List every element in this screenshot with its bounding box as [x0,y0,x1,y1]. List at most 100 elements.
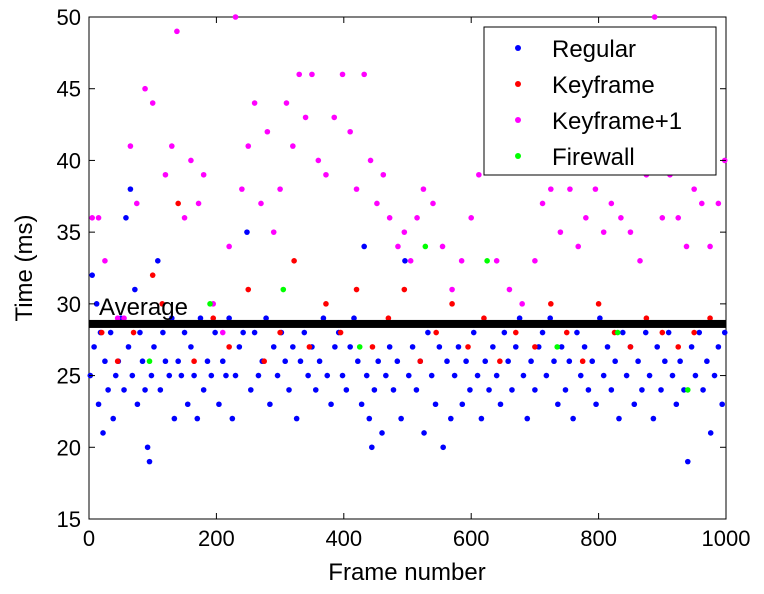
data-point [339,71,346,78]
data-point [270,229,277,235]
data-point [339,372,346,379]
data-point [204,358,211,365]
data-point [255,372,262,379]
data-point [539,200,546,207]
data-point [543,372,550,379]
data-point [305,372,311,379]
data-point [623,372,630,379]
data-point [476,171,482,178]
data-point [375,358,381,365]
data-point [417,358,424,365]
data-point [332,344,338,350]
y-axis-label: Time (ms) [11,214,38,321]
data-point [100,430,106,436]
data-point [519,301,525,307]
data-point [583,215,589,221]
data-point [363,372,370,379]
data-point [127,143,134,149]
data-point [654,344,661,350]
x-tick-label: 600 [453,526,490,551]
data-point [280,286,287,293]
data-point [651,14,658,20]
data-point [245,143,252,149]
data-point [297,358,304,365]
data-point [430,200,436,207]
data-point [637,258,643,264]
data-point [642,329,649,336]
data-point [688,344,695,350]
data-point [444,358,450,365]
data-point [169,143,175,149]
axes-layer: 0 200 400 600 800 1000 15 20 25 30 35 40 45 50 [57,5,751,551]
data-point [361,71,367,78]
data-point [390,387,397,393]
data-point [449,286,455,293]
legend-box [483,26,717,176]
data-point [114,358,121,365]
data-point [635,358,641,365]
data-point [448,415,454,422]
data-point [451,372,458,379]
data-point [207,301,213,307]
data-point [290,344,296,350]
data-point [89,215,95,221]
y-tick-label: 15 [57,507,81,532]
data-point [493,372,500,379]
data-point [386,344,393,350]
data-point [102,358,108,365]
data-point [662,358,668,365]
data-point [232,14,239,20]
data-point [557,229,564,235]
data-point [683,243,690,250]
legend-marker [515,117,521,123]
data-point [567,186,573,192]
y-tick-label: 35 [57,220,81,245]
data-point [312,387,319,393]
data-point [166,372,173,379]
data-point [482,358,489,365]
data-point [95,215,102,221]
y-tick-label: 50 [57,5,81,30]
points-layer [87,14,728,465]
data-point [691,329,697,336]
data-point [707,430,714,436]
data-point [223,372,229,379]
data-point [532,344,538,350]
data-point [643,315,650,322]
data-point [669,372,676,379]
data-point [149,100,156,106]
data-point [114,315,121,322]
data-point [369,444,375,451]
y-tick-label: 30 [57,292,81,317]
data-point [157,387,164,393]
data-point [132,286,138,293]
data-point [659,329,666,336]
data-point [137,329,143,336]
data-point [608,200,615,207]
data-point [261,358,267,365]
data-point [282,358,288,365]
data-point [366,415,373,422]
data-point [219,329,226,336]
data-point [324,372,331,379]
data-point [721,329,728,336]
series-firewall [146,243,691,393]
data-point [413,387,420,393]
data-point [463,358,469,365]
data-point [134,401,141,408]
data-point [575,243,582,250]
data-point [707,315,713,322]
data-point [497,358,503,365]
data-point [481,315,487,322]
data-point [420,186,427,192]
plot-frame [88,16,727,520]
data-point [595,301,602,307]
x-tick-label: 400 [325,526,362,551]
data-point [174,28,180,35]
data-point [239,186,245,192]
data-point [692,372,699,379]
legend-marker [515,153,521,159]
legend-marker [515,45,521,51]
data-point [675,215,682,221]
